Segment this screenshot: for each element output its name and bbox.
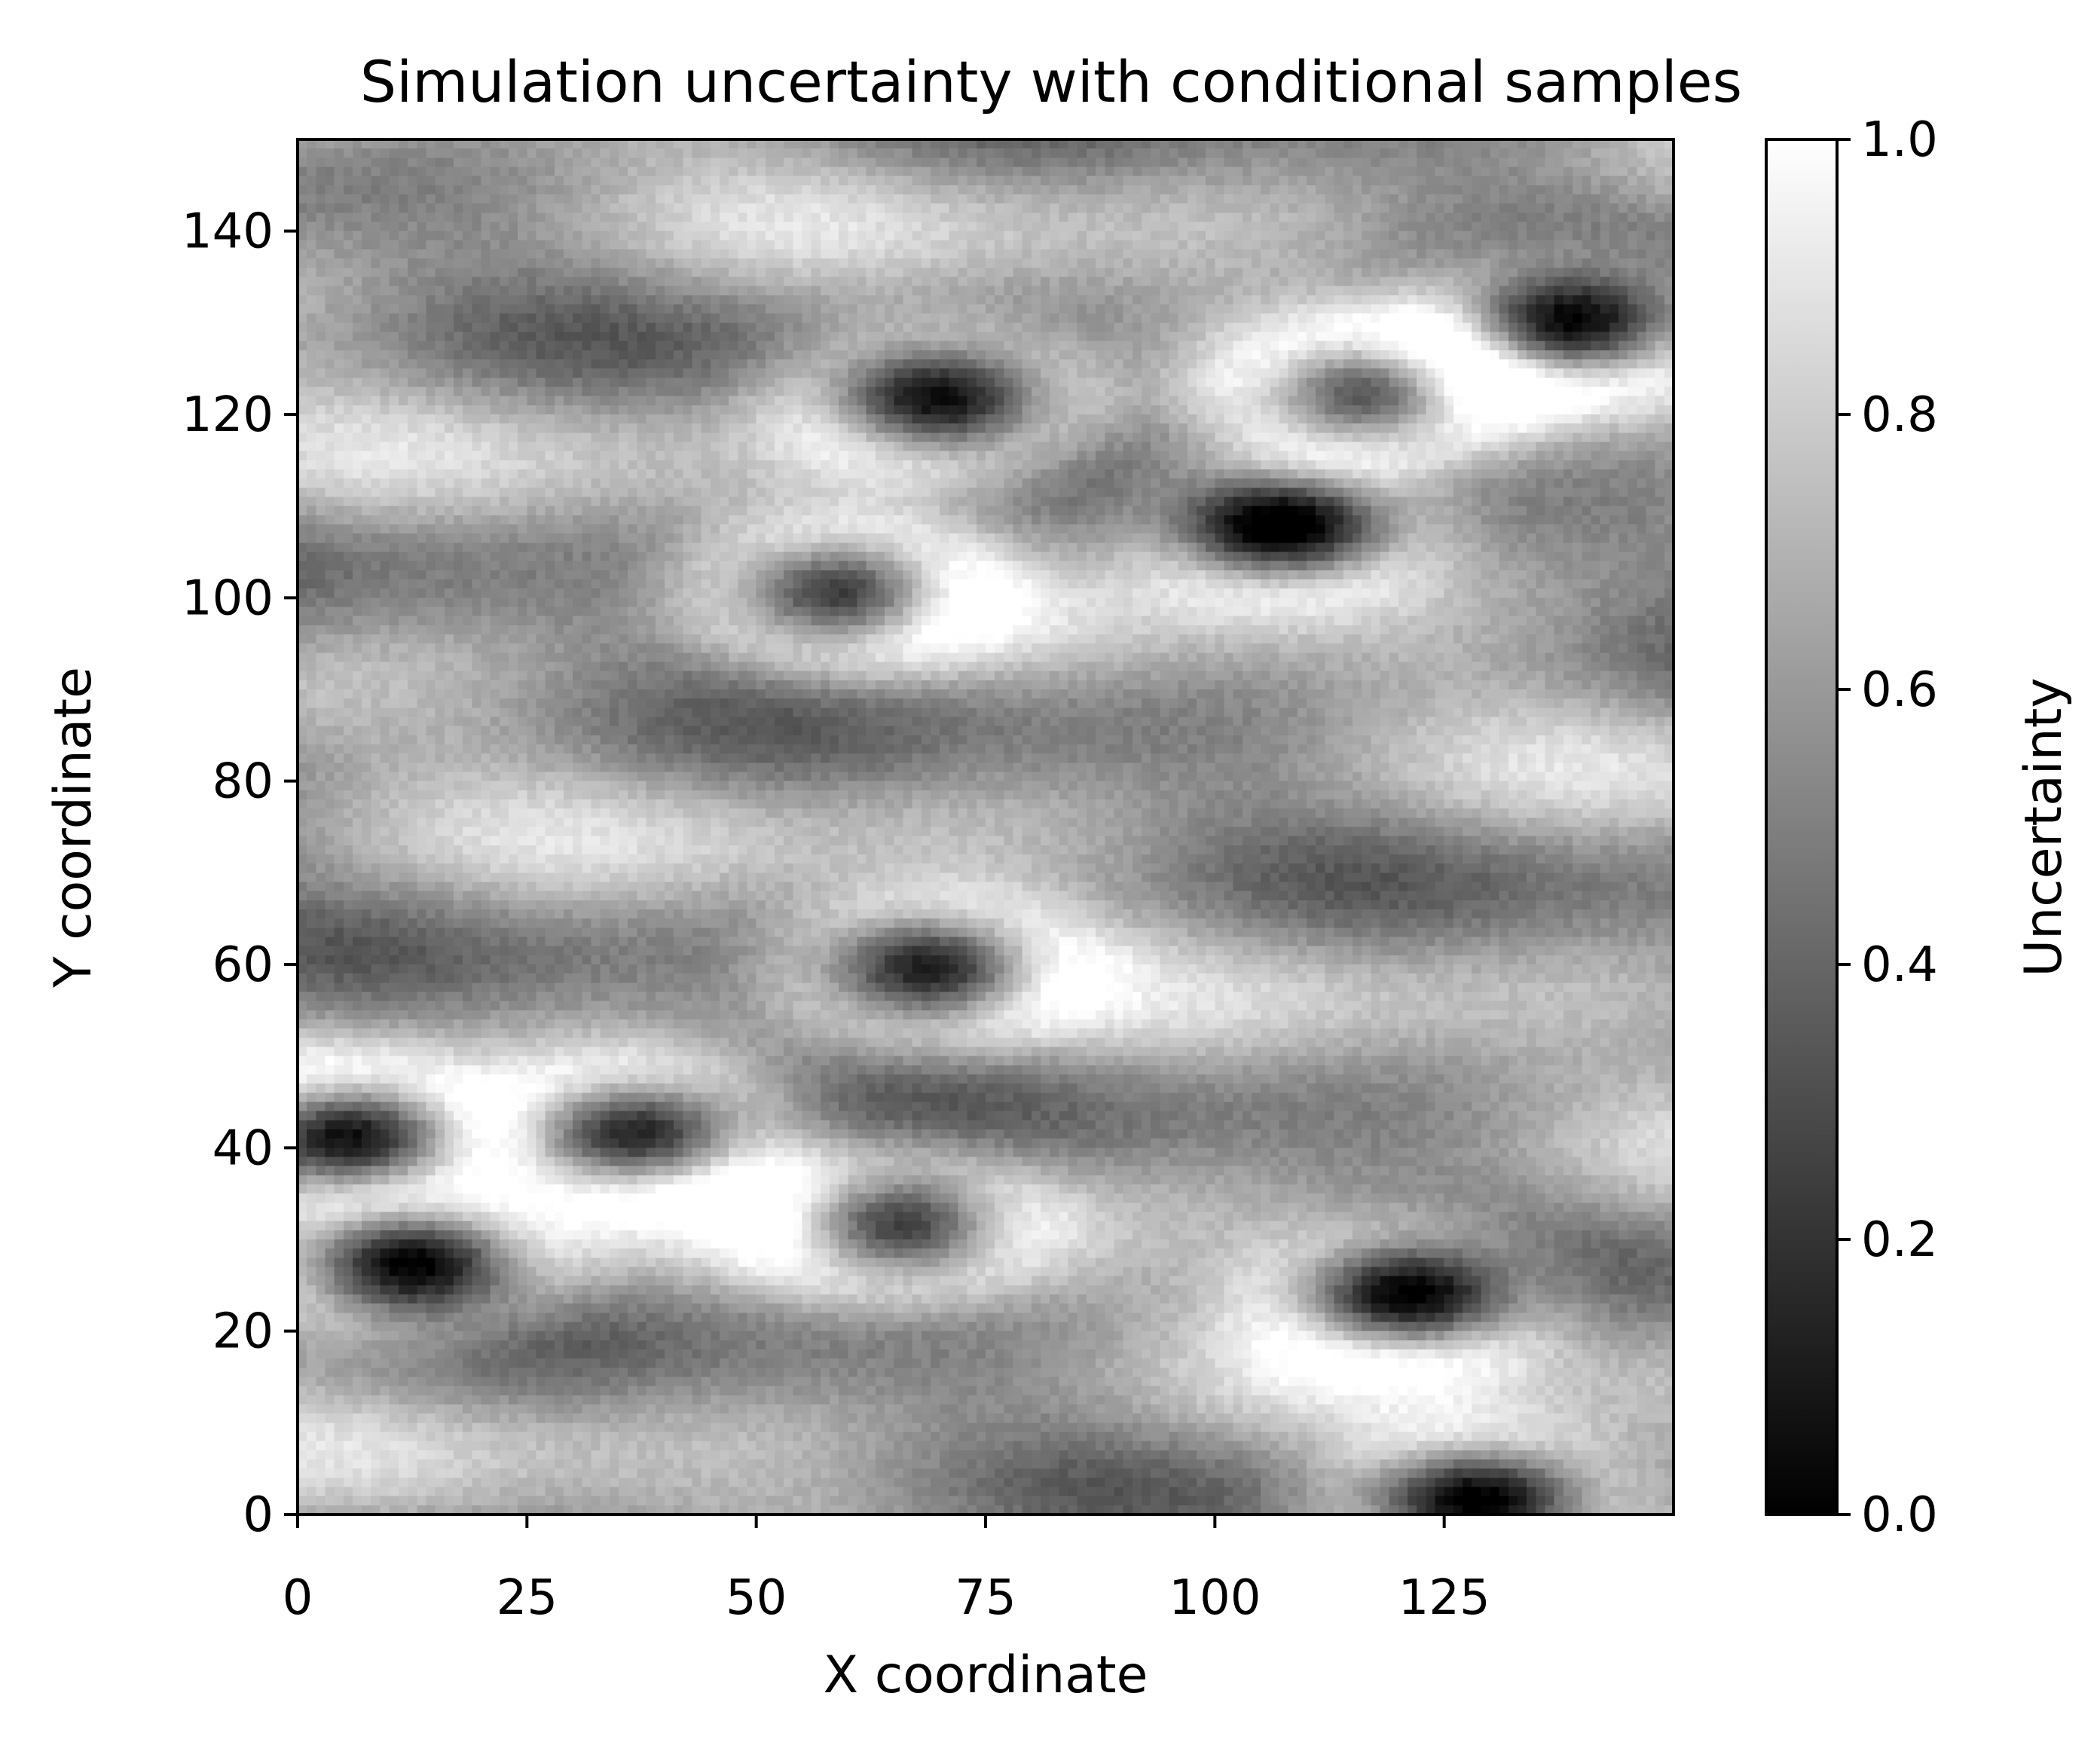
- colorbar-tick-label: 0.8: [1861, 387, 1938, 443]
- y-axis-label: Y coordinate: [44, 667, 103, 989]
- colorbar-ticks: 0.0 0.2 0.4 0.6 0.8 1.0: [1837, 112, 1938, 1543]
- x-tick-label: 0: [283, 1570, 313, 1626]
- x-tick-label: 25: [497, 1570, 558, 1626]
- y-tick-label: 120: [182, 387, 274, 443]
- colorbar-tick-label: 0.0: [1861, 1487, 1938, 1543]
- y-tick-label: 100: [182, 570, 274, 626]
- y-tick-label: 140: [182, 204, 274, 260]
- colorbar-tick-label: 1.0: [1861, 112, 1938, 168]
- y-tick-label: 40: [212, 1120, 274, 1176]
- y-tick-label: 60: [212, 937, 274, 993]
- y-tick-label: 0: [243, 1487, 274, 1543]
- y-tick-label: 80: [212, 754, 274, 810]
- colorbar-tick-label: 0.6: [1861, 662, 1938, 718]
- x-axis-label: X coordinate: [824, 1646, 1148, 1705]
- x-tick-label: 125: [1398, 1570, 1490, 1626]
- x-tick-label: 100: [1169, 1570, 1261, 1626]
- heatmap-image: [298, 139, 1674, 1514]
- colorbar-tick-label: 0.2: [1861, 1212, 1938, 1268]
- x-tick-label: 50: [726, 1570, 787, 1626]
- colorbar-label: Uncertainty: [2014, 677, 2074, 976]
- colorbar-tick-label: 0.4: [1861, 937, 1938, 993]
- y-axis-ticks: 0 20 40 60 80 100 120 140: [182, 204, 298, 1543]
- chart-title: Simulation uncertainty with conditional …: [360, 48, 1742, 115]
- y-tick-label: 20: [212, 1304, 274, 1360]
- x-axis-ticks: 0 25 50 75 100 125: [283, 1514, 1490, 1626]
- heatmap: [298, 139, 1674, 1514]
- x-tick-label: 75: [955, 1570, 1016, 1626]
- colorbar: [1765, 138, 1839, 1516]
